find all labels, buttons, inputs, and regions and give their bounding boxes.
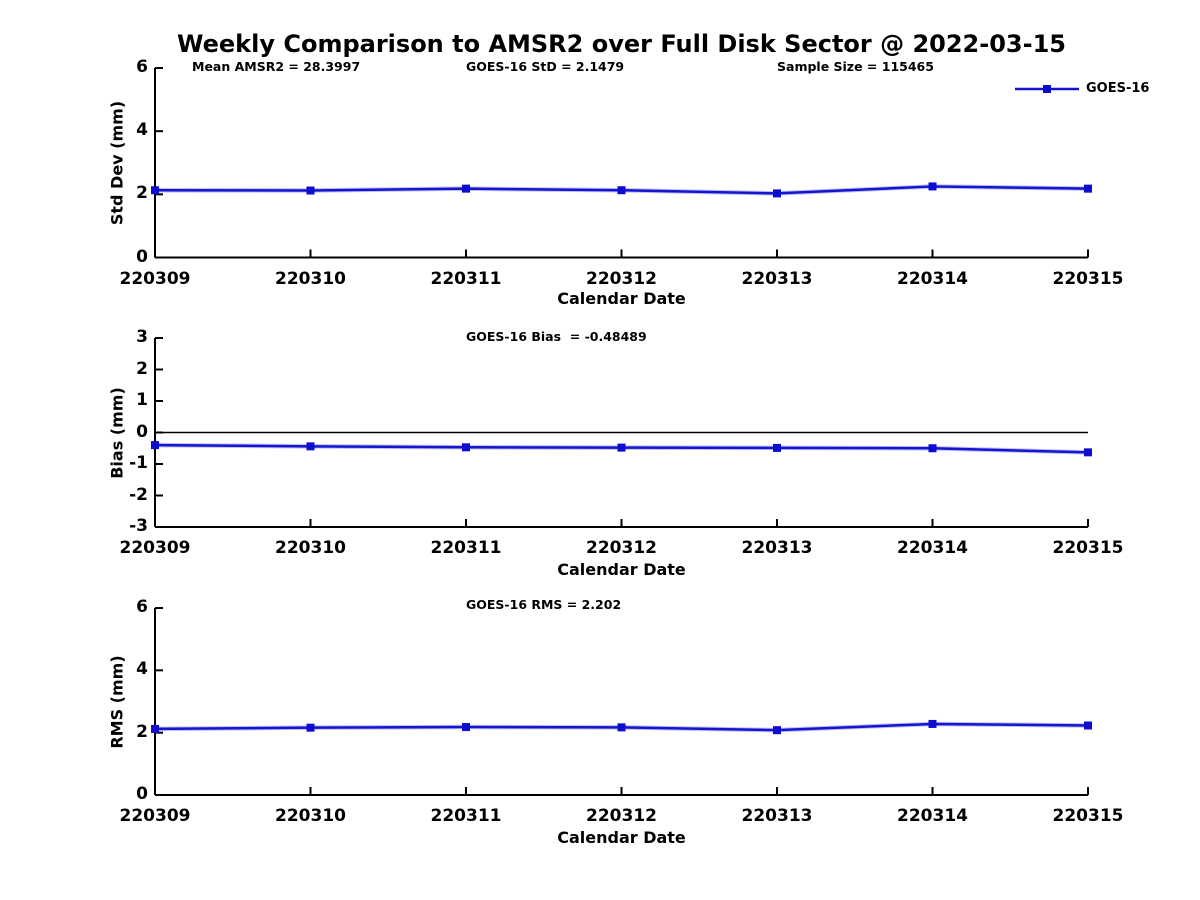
annotation-goes16-rms: GOES-16 RMS = 2.202 [466, 597, 622, 612]
annotation-goes16-std: GOES-16 StD = 2.1479 [466, 59, 625, 74]
page-title: Weekly Comparison to AMSR2 over Full Dis… [177, 30, 1066, 58]
annotation-goes16-bias: GOES-16 Bias = -0.48489 [466, 329, 647, 344]
y-axis-label-bias: Bias (mm) [107, 387, 127, 479]
legend-label: GOES-16 [1086, 81, 1150, 96]
x-axis-label-calendar-date-top: Calendar Date [557, 289, 686, 308]
x-axis-label-calendar-date-bottom: Calendar Date [557, 828, 686, 847]
legend-line-marker-icon [1015, 84, 1079, 93]
legend: GOES-16 [1014, 81, 1149, 96]
annotation-sample-size: Sample Size = 115465 [777, 59, 934, 74]
y-axis-label-rms: RMS (mm) [107, 655, 127, 749]
annotation-mean-amsr2: Mean AMSR2 = 28.3997 [192, 59, 361, 74]
x-axis-label-calendar-date-middle: Calendar Date [557, 560, 686, 579]
y-axis-label-std-dev: Std Dev (mm) [107, 100, 127, 226]
